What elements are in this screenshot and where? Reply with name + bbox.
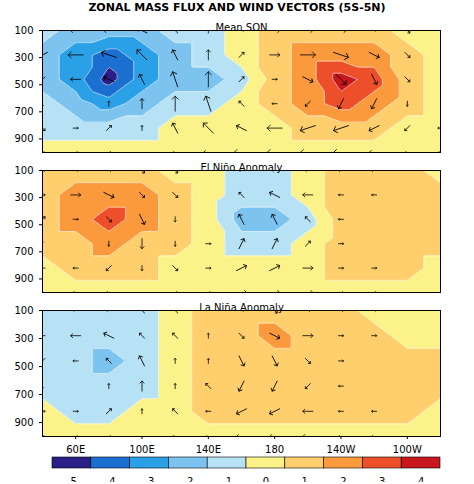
svg-text:500: 500 (14, 361, 33, 372)
svg-text:140W: 140W (327, 444, 356, 454)
svg-text:900: 900 (14, 417, 33, 428)
svg-text:La Niña Anomaly: La Niña Anomaly (199, 302, 284, 313)
svg-text:100: 100 (14, 305, 33, 316)
svg-text:100: 100 (14, 165, 33, 176)
svg-text:700: 700 (14, 389, 33, 400)
svg-text:900: 900 (14, 273, 33, 284)
svg-text:-5: -5 (67, 476, 77, 482)
svg-text:900: 900 (14, 133, 33, 144)
svg-text:180: 180 (265, 444, 284, 454)
svg-text:300: 300 (14, 52, 33, 63)
svg-text:3: 3 (379, 476, 385, 482)
svg-text:300: 300 (14, 192, 33, 203)
svg-text:4: 4 (418, 476, 424, 482)
svg-text:100W: 100W (393, 444, 422, 454)
svg-text:700: 700 (14, 106, 33, 117)
html-text:ZONAL MASS FLUX AND WIND VECTO: ZONAL MASS FLUX AND WIND VECTORS (5S-5N) (88, 1, 386, 14)
svg-text:100E: 100E (129, 444, 154, 454)
svg-text:500: 500 (14, 219, 33, 230)
svg-text:-3: -3 (145, 476, 155, 482)
svg-text:2: 2 (340, 476, 346, 482)
svg-text:Mean SON: Mean SON (215, 22, 267, 33)
svg-text:0: 0 (263, 476, 269, 482)
svg-text:-1: -1 (222, 476, 232, 482)
svg-text:140E: 140E (196, 444, 221, 454)
svg-text:60E: 60E (66, 444, 85, 454)
svg-text:-4: -4 (106, 476, 116, 482)
svg-text:100: 100 (14, 25, 33, 36)
svg-text:El Niño Anomaly: El Niño Anomaly (200, 162, 282, 173)
svg-text:300: 300 (14, 333, 33, 344)
svg-text:700: 700 (14, 246, 33, 257)
svg-text:1: 1 (302, 476, 308, 482)
svg-text:-2: -2 (183, 476, 193, 482)
svg-text:500: 500 (14, 79, 33, 90)
